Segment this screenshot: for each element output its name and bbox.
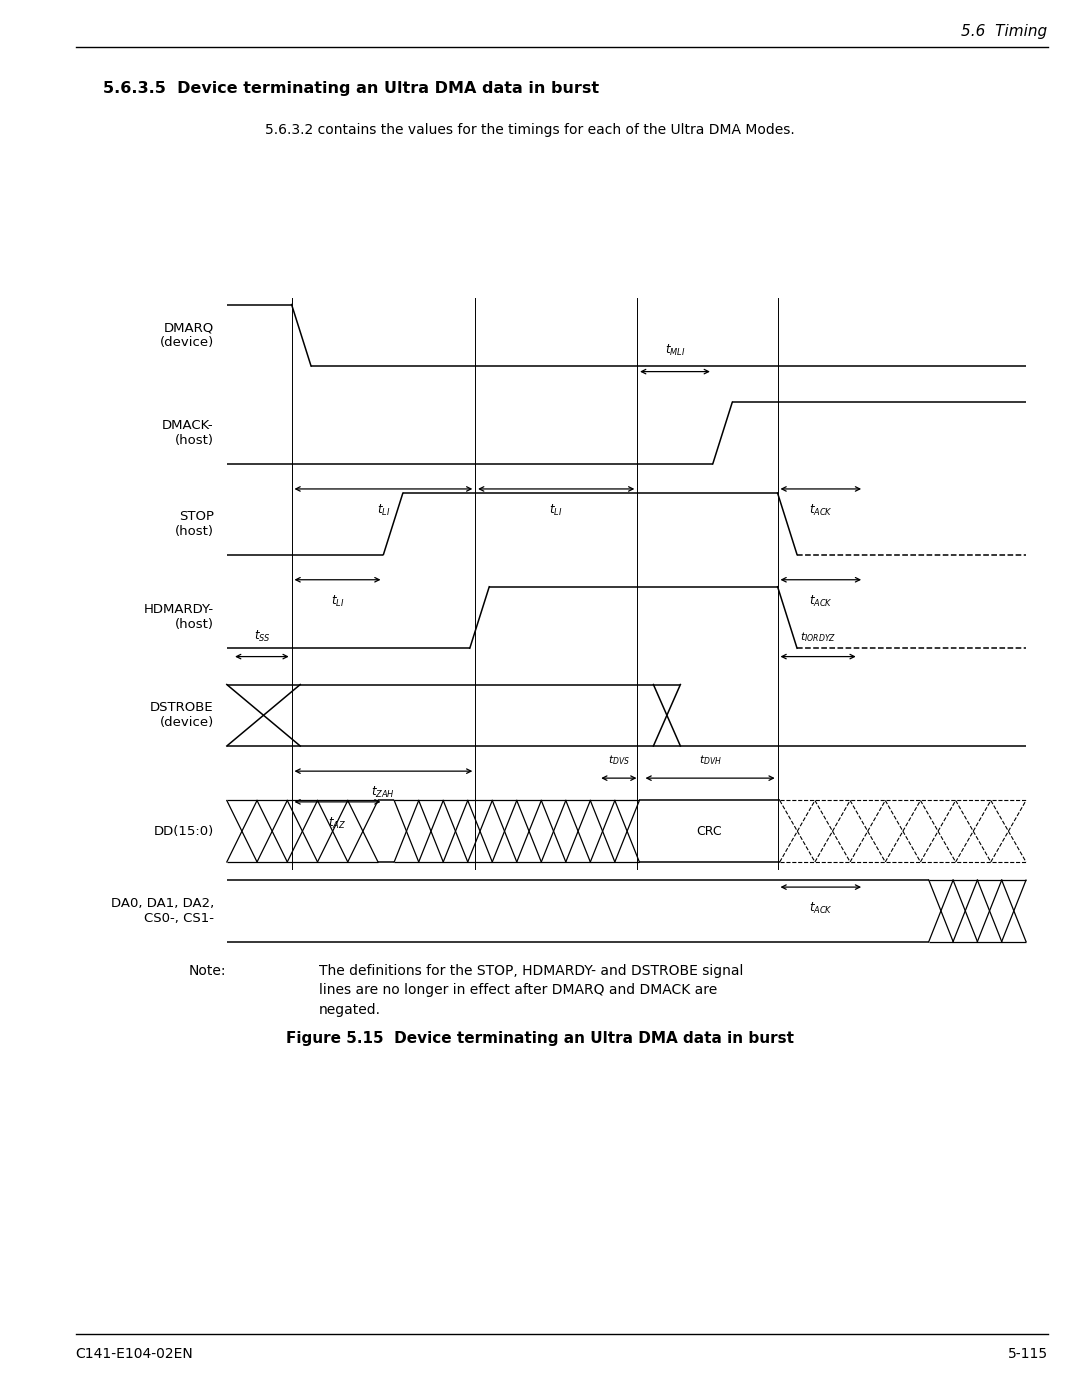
- Text: STOP
(host): STOP (host): [175, 510, 214, 538]
- Text: DD(15:0): DD(15:0): [153, 824, 214, 838]
- Text: CRC: CRC: [697, 824, 723, 838]
- Text: The definitions for the STOP, HDMARDY- and DSTROBE signal
lines are no longer in: The definitions for the STOP, HDMARDY- a…: [319, 964, 743, 1017]
- Text: $t_{ACK}$: $t_{ACK}$: [809, 503, 833, 518]
- Text: $t_{DVH}$: $t_{DVH}$: [699, 753, 721, 767]
- Text: 5.6  Timing: 5.6 Timing: [961, 24, 1048, 39]
- Text: $t_{IORDYZ}$: $t_{IORDYZ}$: [800, 630, 836, 644]
- Text: Note:: Note:: [189, 964, 227, 978]
- Text: 5.6.3.5  Device terminating an Ultra DMA data in burst: 5.6.3.5 Device terminating an Ultra DMA …: [103, 81, 598, 96]
- Text: $t_{AZ}$: $t_{AZ}$: [328, 816, 347, 831]
- Text: $t_{SS}$: $t_{SS}$: [254, 629, 270, 644]
- Text: $t_{MLI}$: $t_{MLI}$: [665, 342, 685, 358]
- Text: Figure 5.15  Device terminating an Ultra DMA data in burst: Figure 5.15 Device terminating an Ultra …: [286, 1031, 794, 1046]
- Text: DSTROBE
(device): DSTROBE (device): [150, 701, 214, 729]
- Text: $t_{ACK}$: $t_{ACK}$: [809, 901, 833, 916]
- Text: 5-115: 5-115: [1008, 1347, 1048, 1361]
- Text: $t_{ACK}$: $t_{ACK}$: [809, 594, 833, 609]
- Text: $t_{LI}$: $t_{LI}$: [377, 503, 390, 518]
- Text: $t_{LI}$: $t_{LI}$: [330, 594, 345, 609]
- Text: $t_{LI}$: $t_{LI}$: [550, 503, 563, 518]
- Text: DMACK-
(host): DMACK- (host): [162, 419, 214, 447]
- Text: DMARQ
(device): DMARQ (device): [160, 321, 214, 349]
- Text: DA0, DA1, DA2,
CS0-, CS1-: DA0, DA1, DA2, CS0-, CS1-: [110, 897, 214, 925]
- Text: 5.6.3.2 contains the values for the timings for each of the Ultra DMA Modes.: 5.6.3.2 contains the values for the timi…: [265, 123, 795, 137]
- Text: $t_{ZAH}$: $t_{ZAH}$: [372, 785, 395, 800]
- Text: HDMARDY-
(host): HDMARDY- (host): [144, 604, 214, 631]
- Text: C141-E104-02EN: C141-E104-02EN: [76, 1347, 193, 1361]
- Text: $t_{DVS}$: $t_{DVS}$: [608, 753, 630, 767]
